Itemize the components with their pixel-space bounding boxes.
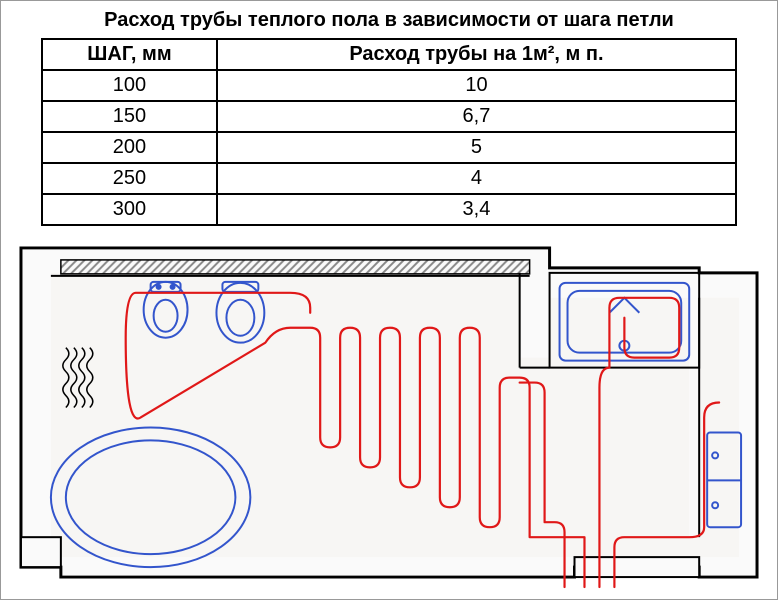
cell-step: 150: [42, 101, 217, 132]
col-header-step: ШАГ, мм: [42, 39, 217, 70]
table-row: 150 6,7: [42, 101, 736, 132]
cell-step: 300: [42, 194, 217, 225]
cell-step: 200: [42, 132, 217, 163]
pipe-consumption-table: ШАГ, мм Расход трубы на 1м², м п. 100 10…: [41, 38, 737, 226]
floorplan-diagram: [11, 236, 767, 589]
table-row: 300 3,4: [42, 194, 736, 225]
table-header-row: ШАГ, мм Расход трубы на 1м², м п.: [42, 39, 736, 70]
cell-consumption: 4: [217, 163, 736, 194]
table-row: 100 10: [42, 70, 736, 101]
cell-consumption: 5: [217, 132, 736, 163]
col-header-consumption: Расход трубы на 1м², м п.: [217, 39, 736, 70]
cell-consumption: 3,4: [217, 194, 736, 225]
cell-step: 250: [42, 163, 217, 194]
cell-step: 100: [42, 70, 217, 101]
table-row: 200 5: [42, 132, 736, 163]
cell-consumption: 10: [217, 70, 736, 101]
table-row: 250 4: [42, 163, 736, 194]
page-title: Расход трубы теплого пола в зависимости …: [1, 1, 777, 38]
cell-consumption: 6,7: [217, 101, 736, 132]
